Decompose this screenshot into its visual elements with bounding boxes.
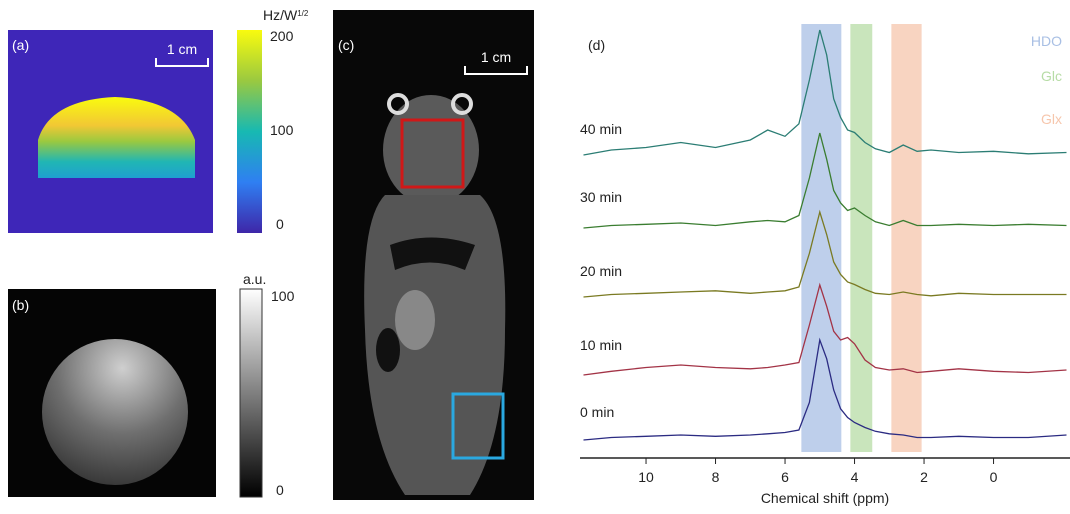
panel-b: (b) a.u. 100 0 xyxy=(8,271,295,498)
eye xyxy=(451,93,473,115)
colorbar-tick: 0 xyxy=(276,482,284,498)
roi-brain xyxy=(400,118,465,189)
x-tick-label: 0 xyxy=(990,469,998,485)
colorbar-tick: 0 xyxy=(276,216,284,232)
spectrum xyxy=(583,282,1067,376)
spectrum xyxy=(583,337,1067,441)
colorbar-tick: 100 xyxy=(270,122,294,138)
colorbar-tick: 100 xyxy=(271,288,295,304)
phantom xyxy=(42,339,188,485)
eye xyxy=(387,93,409,115)
panel-label: (b) xyxy=(12,297,29,313)
x-tick-label: 10 xyxy=(638,469,654,485)
body xyxy=(364,195,506,495)
spectrum xyxy=(583,29,1067,156)
dark-region xyxy=(376,328,400,372)
colorbar xyxy=(237,30,262,233)
panel-c: (c) 1 cm xyxy=(333,10,534,500)
band xyxy=(850,24,873,452)
x-tick-label: 8 xyxy=(712,469,720,485)
panel-label: (d) xyxy=(588,37,605,53)
bands xyxy=(801,24,922,452)
panel-label: (c) xyxy=(338,37,354,53)
band xyxy=(891,24,922,452)
scale-bar xyxy=(155,58,209,67)
colorbar-tick: 200 xyxy=(270,28,294,44)
x-axis-title: Chemical shift (ppm) xyxy=(761,490,889,506)
head xyxy=(383,95,479,205)
unit: Hz/W xyxy=(263,7,298,23)
scale-label: 1 cm xyxy=(167,41,197,57)
series-label: 20 min xyxy=(580,263,622,279)
series-label: 40 min xyxy=(580,121,622,137)
unit-sup: 1/2 xyxy=(297,9,309,18)
phantom xyxy=(38,97,195,178)
x-tick-label: 6 xyxy=(781,469,789,485)
colorbar-unit: Hz/W1/2 xyxy=(263,7,309,23)
x-tick-label: 2 xyxy=(920,469,928,485)
panel-a: (a) 1 cm Hz/W1/2 200 100 0 xyxy=(8,7,309,233)
band-label: Glc xyxy=(1041,68,1062,84)
scale-bar xyxy=(464,66,528,75)
panel-label: (a) xyxy=(12,37,29,53)
x-tick-label: 4 xyxy=(851,469,859,485)
colorbar xyxy=(239,288,263,498)
lungs xyxy=(390,237,475,270)
colorbar-unit: a.u. xyxy=(243,271,266,287)
band-label: HDO xyxy=(1031,33,1062,49)
series-label: 10 min xyxy=(580,337,622,353)
spectrum xyxy=(583,132,1067,229)
scale-label: 1 cm xyxy=(481,49,511,65)
series-label: 0 min xyxy=(580,404,614,420)
roi-muscle xyxy=(451,392,505,460)
band-label: Glx xyxy=(1041,111,1062,127)
spectrum xyxy=(583,209,1067,298)
panel-d: (d) Chemical shift (ppm) HDO Glc Glx 10 8 6 4 2… xyxy=(580,24,1070,506)
series-label: 30 min xyxy=(580,189,622,205)
band xyxy=(801,24,842,452)
organ xyxy=(395,290,435,350)
